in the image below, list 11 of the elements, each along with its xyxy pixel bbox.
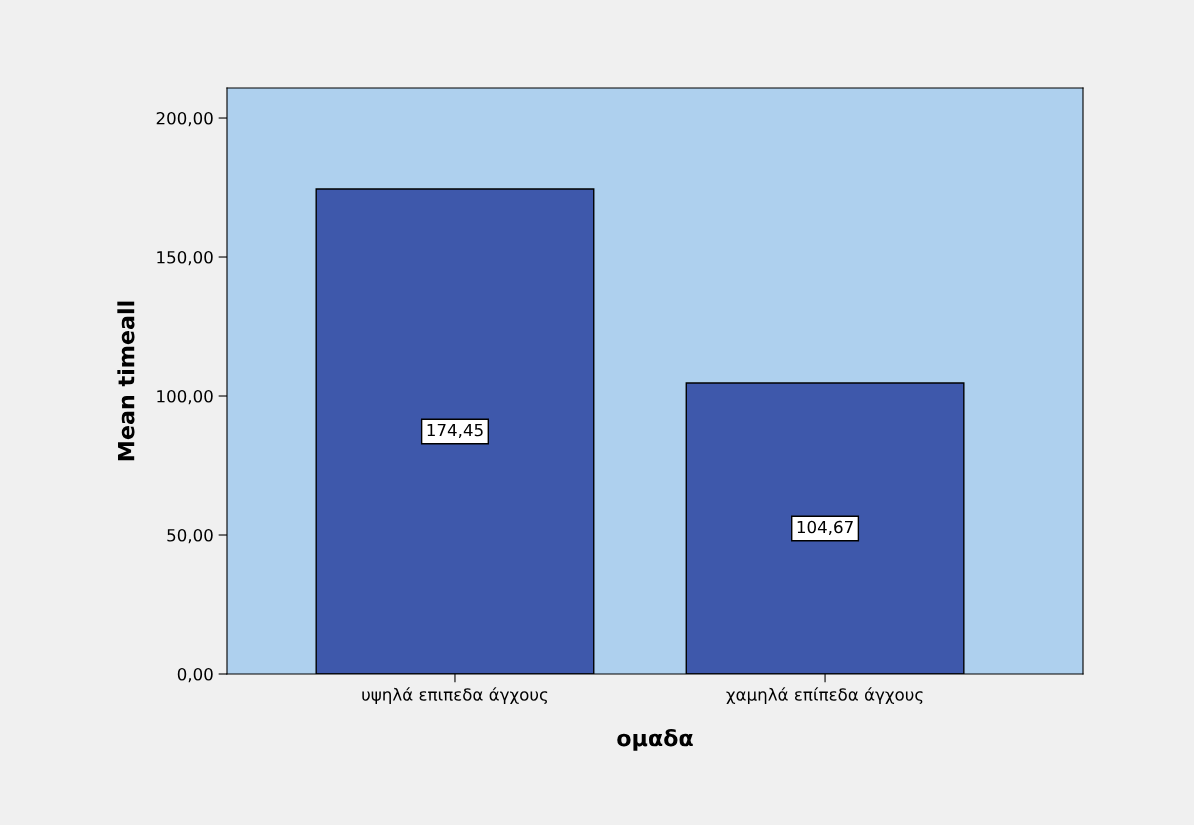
x-tick-label: υψηλά επιπεδα άγχους bbox=[362, 687, 548, 705]
y-tick-label: 0,00 bbox=[177, 667, 213, 683]
y-tick-label: 100,00 bbox=[157, 389, 213, 405]
y-tick-label: 150,00 bbox=[157, 250, 213, 266]
data-label: 104,67 bbox=[797, 520, 853, 536]
data-label: 174,45 bbox=[427, 423, 483, 439]
y-tick-label: 200,00 bbox=[156, 111, 213, 127]
x-tick-label: χαμηλά επίπεδα άγχους bbox=[726, 687, 923, 705]
x-axis-title: ομαδα bbox=[617, 729, 693, 751]
y-axis-title: Mean timeall bbox=[117, 301, 135, 461]
y-tick-label: 50,00 bbox=[167, 528, 213, 544]
